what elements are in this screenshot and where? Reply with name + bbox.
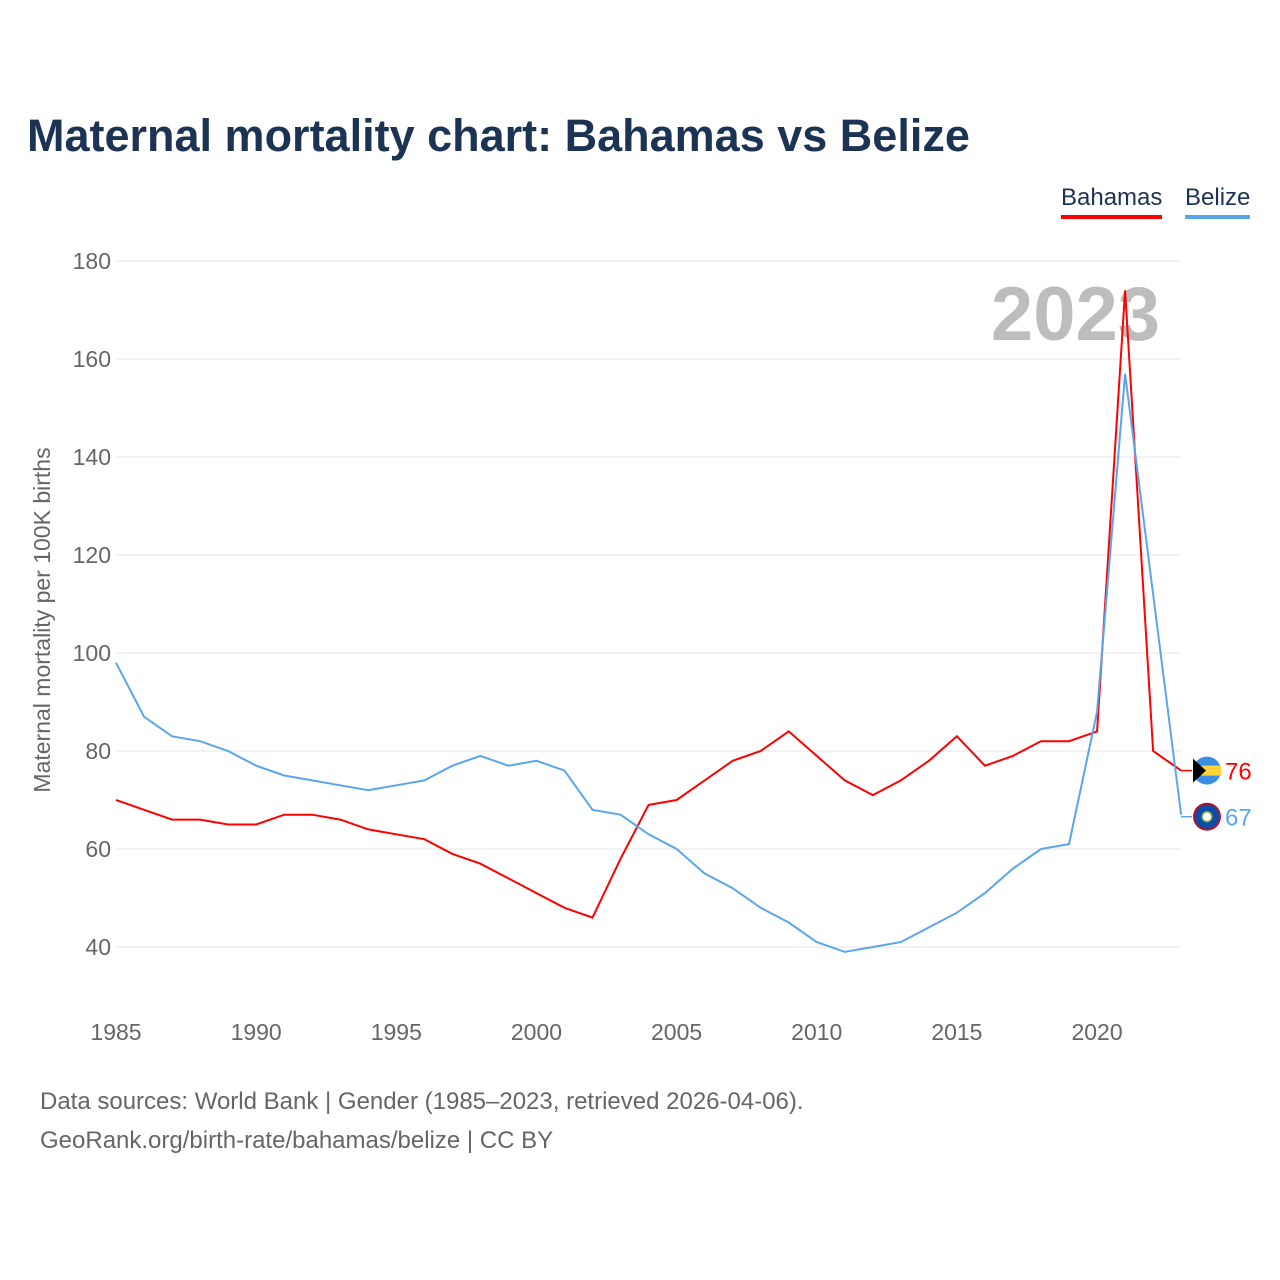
y-tick-label: 40: [85, 934, 111, 960]
y-tick-label: 160: [73, 346, 111, 372]
y-tick-label: 100: [73, 640, 111, 666]
x-tick-label: 2005: [651, 1019, 702, 1045]
source-line-2[interactable]: GeoRank.org/birth-rate/bahamas/belize | …: [40, 1127, 554, 1154]
flag-bahamas-icon: [1193, 756, 1221, 785]
y-tick-label: 140: [73, 444, 111, 470]
x-tick-label: 1990: [231, 1019, 282, 1045]
chart-title: Maternal mortality chart: Bahamas vs Bel…: [27, 110, 970, 161]
x-tick-label: 2000: [511, 1019, 562, 1045]
series-line-bahamas[interactable]: [115, 290, 1182, 919]
legend-bahamas[interactable]: Bahamas: [1061, 184, 1163, 219]
source-line-1: Data sources: World Bank | Gender (1985–…: [40, 1088, 804, 1115]
y-tick-label: 60: [85, 836, 111, 862]
x-tick-label: 2010: [791, 1019, 842, 1045]
series-line-belize[interactable]: [115, 373, 1183, 953]
year-watermark: 2023: [991, 272, 1160, 357]
x-tick-label: 2020: [1071, 1019, 1122, 1045]
legend-belize[interactable]: Belize: [1185, 184, 1251, 219]
end-value-label: 67: [1225, 805, 1252, 832]
flag-belize-icon: [1193, 802, 1221, 831]
y-tick-label: 80: [85, 738, 111, 764]
y-tick-label: 180: [73, 248, 111, 274]
end-value-label: 76: [1225, 759, 1252, 786]
x-tick-label: 1985: [90, 1019, 141, 1045]
x-tick-label: 2015: [931, 1019, 982, 1045]
y-tick-label: 120: [73, 542, 111, 568]
x-tick-label: 1995: [371, 1019, 422, 1045]
y-axis-label: Maternal mortality per 100K births: [29, 447, 55, 792]
